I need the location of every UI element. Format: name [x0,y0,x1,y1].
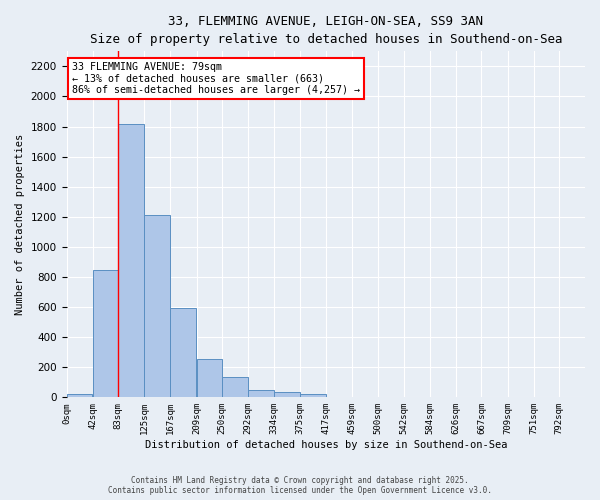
Bar [67,394,92,398]
Title: 33, FLEMMING AVENUE, LEIGH-ON-SEA, SS9 3AN
Size of property relative to detached: 33, FLEMMING AVENUE, LEIGH-ON-SEA, SS9 3… [89,15,562,46]
Bar [197,359,223,398]
Bar [92,270,118,398]
Text: 33 FLEMMING AVENUE: 79sqm
← 13% of detached houses are smaller (663)
86% of semi: 33 FLEMMING AVENUE: 79sqm ← 13% of detac… [72,62,360,95]
Text: Contains HM Land Registry data © Crown copyright and database right 2025.
Contai: Contains HM Land Registry data © Crown c… [108,476,492,495]
Y-axis label: Number of detached properties: Number of detached properties [15,134,25,315]
Bar [222,377,248,398]
Bar [118,124,144,398]
Bar [248,390,274,398]
Bar [170,308,196,398]
X-axis label: Distribution of detached houses by size in Southend-on-Sea: Distribution of detached houses by size … [145,440,507,450]
Bar [144,216,170,398]
Bar [274,392,300,398]
Bar [300,394,326,398]
